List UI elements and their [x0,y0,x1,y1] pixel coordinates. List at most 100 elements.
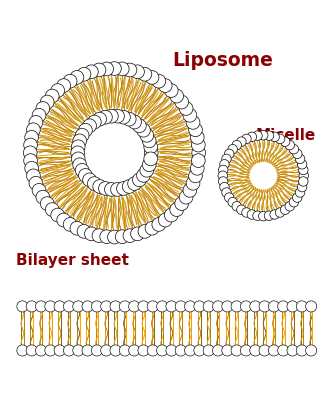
Circle shape [64,345,74,356]
Circle shape [119,345,130,356]
Circle shape [237,137,246,147]
Circle shape [285,201,295,211]
Circle shape [250,301,261,312]
Circle shape [128,177,141,190]
Circle shape [285,140,295,150]
Circle shape [54,345,65,356]
Circle shape [218,177,228,186]
Circle shape [247,210,257,219]
Circle shape [259,345,270,356]
Circle shape [63,218,77,231]
Circle shape [138,301,149,312]
Circle shape [123,63,137,77]
Circle shape [87,115,101,129]
Circle shape [166,345,177,356]
Circle shape [77,225,91,238]
Circle shape [179,190,193,204]
Circle shape [296,345,307,356]
Circle shape [297,182,307,192]
Circle shape [75,164,89,177]
Circle shape [158,79,172,92]
Circle shape [101,301,112,312]
Circle shape [224,193,234,202]
Circle shape [278,345,289,356]
Circle shape [26,301,37,312]
Circle shape [175,197,189,210]
Circle shape [116,230,129,243]
Circle shape [138,225,152,238]
Circle shape [129,345,140,356]
Circle shape [231,345,242,356]
Circle shape [170,203,184,217]
Circle shape [57,213,71,227]
Circle shape [63,74,77,88]
Circle shape [24,146,37,160]
Circle shape [40,197,54,210]
Circle shape [157,301,168,312]
Circle shape [91,345,103,356]
Circle shape [147,301,158,312]
Circle shape [275,134,285,144]
Circle shape [45,89,59,103]
Circle shape [71,146,84,160]
Circle shape [203,301,214,312]
Circle shape [78,168,92,182]
Circle shape [213,301,223,312]
Circle shape [259,301,270,312]
Circle shape [45,301,56,312]
Circle shape [84,65,98,79]
Circle shape [83,173,96,187]
Circle shape [84,227,98,241]
Circle shape [70,70,84,84]
Circle shape [158,213,172,227]
Text: Micelle: Micelle [256,128,316,143]
Circle shape [45,203,59,217]
Circle shape [117,110,130,124]
Circle shape [82,345,93,356]
Circle shape [29,116,43,129]
Circle shape [32,108,46,122]
Circle shape [29,176,43,190]
Circle shape [73,345,84,356]
Circle shape [26,123,40,137]
Circle shape [145,221,159,235]
Circle shape [101,345,112,356]
Circle shape [77,68,91,81]
Circle shape [111,109,124,123]
Circle shape [175,95,189,109]
Circle shape [122,112,136,126]
Circle shape [25,131,38,144]
Circle shape [91,301,103,312]
Circle shape [270,210,279,219]
Circle shape [264,131,274,140]
Circle shape [222,154,231,164]
Circle shape [184,345,196,356]
Circle shape [278,301,289,312]
Circle shape [165,84,178,97]
Circle shape [213,345,223,356]
Circle shape [131,227,144,241]
Circle shape [93,112,107,126]
Circle shape [36,102,50,115]
Circle shape [122,179,136,193]
Circle shape [218,165,228,175]
Circle shape [191,154,205,167]
Circle shape [224,149,234,159]
Circle shape [184,301,196,312]
Circle shape [222,188,231,197]
Circle shape [111,183,124,196]
Circle shape [144,140,158,153]
Circle shape [144,146,158,160]
Circle shape [299,177,308,186]
Circle shape [108,62,121,75]
Circle shape [297,160,307,169]
Circle shape [152,218,166,231]
Circle shape [51,208,65,222]
Circle shape [51,84,65,97]
Circle shape [57,79,71,92]
Text: Liposome: Liposome [172,51,273,70]
Circle shape [99,110,112,124]
Circle shape [222,301,233,312]
Circle shape [35,345,47,356]
Circle shape [287,301,298,312]
